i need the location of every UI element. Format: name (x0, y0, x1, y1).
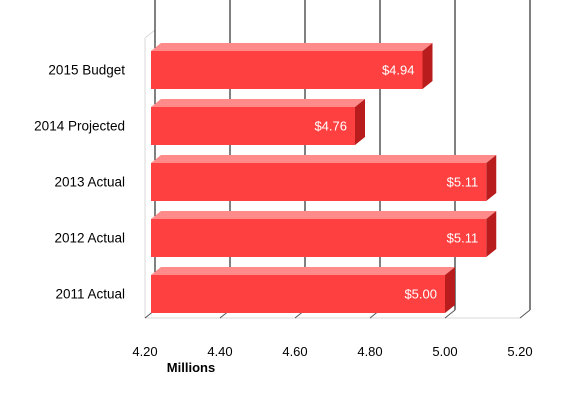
bar-top-face (151, 267, 455, 275)
bar-data-label: $5.11 (447, 230, 479, 245)
category-label: 2012 Actual (54, 231, 125, 246)
bar-top-face (151, 211, 497, 219)
x-tick-label: 4.80 (357, 344, 382, 359)
category-label: 2013 Actual (54, 175, 125, 190)
bar-data-label: $4.94 (382, 62, 415, 77)
category-label: 2014 Projected (34, 119, 125, 134)
bar-top-face (151, 43, 433, 51)
category-label: 2011 Actual (55, 287, 125, 302)
bar-front-face (151, 107, 355, 145)
x-tick-label: 4.40 (207, 344, 232, 359)
bar-side-face (445, 267, 455, 313)
bar-front-face (151, 163, 487, 201)
bar: $4.76 (151, 99, 365, 145)
bar-data-label: $4.76 (314, 118, 347, 133)
floor-tick (444, 309, 456, 319)
bar-front-face (151, 275, 445, 313)
left-wall-top-edge (144, 29, 156, 39)
bar-side-face (422, 43, 433, 89)
category-labels: 2015 Budget 2014 Projected 2013 Actual 2012… (34, 63, 125, 302)
bar-series: $4.94 $4.76 $5.11 $5.11 $5.00 (151, 43, 497, 313)
bar-top-face (151, 155, 497, 163)
x-axis-title: Millions (167, 360, 215, 375)
bar-side-face (486, 211, 497, 257)
bar: $5.11 (151, 211, 497, 257)
bar-top-face (151, 99, 365, 107)
x-tick-label: 4.60 (282, 344, 307, 359)
bar-side-face (355, 99, 365, 145)
x-tick-label: 5.20 (507, 344, 532, 359)
bar-front-face (151, 51, 423, 89)
bar: $5.00 (151, 267, 455, 313)
bar-front-face (151, 219, 487, 257)
floor-tick (519, 309, 531, 319)
bar-side-face (486, 155, 497, 201)
bar: $4.94 (151, 43, 433, 89)
bar-data-label: $5.00 (404, 286, 437, 301)
bar: $5.11 (151, 155, 497, 201)
category-label: 2015 Budget (48, 63, 125, 78)
x-tick-labels: 4.20 4.40 4.60 4.80 5.00 5.20 (132, 344, 532, 359)
bar-data-label: $5.11 (447, 174, 479, 189)
x-tick-label: 4.20 (132, 344, 157, 359)
x-tick-label: 5.00 (432, 344, 457, 359)
